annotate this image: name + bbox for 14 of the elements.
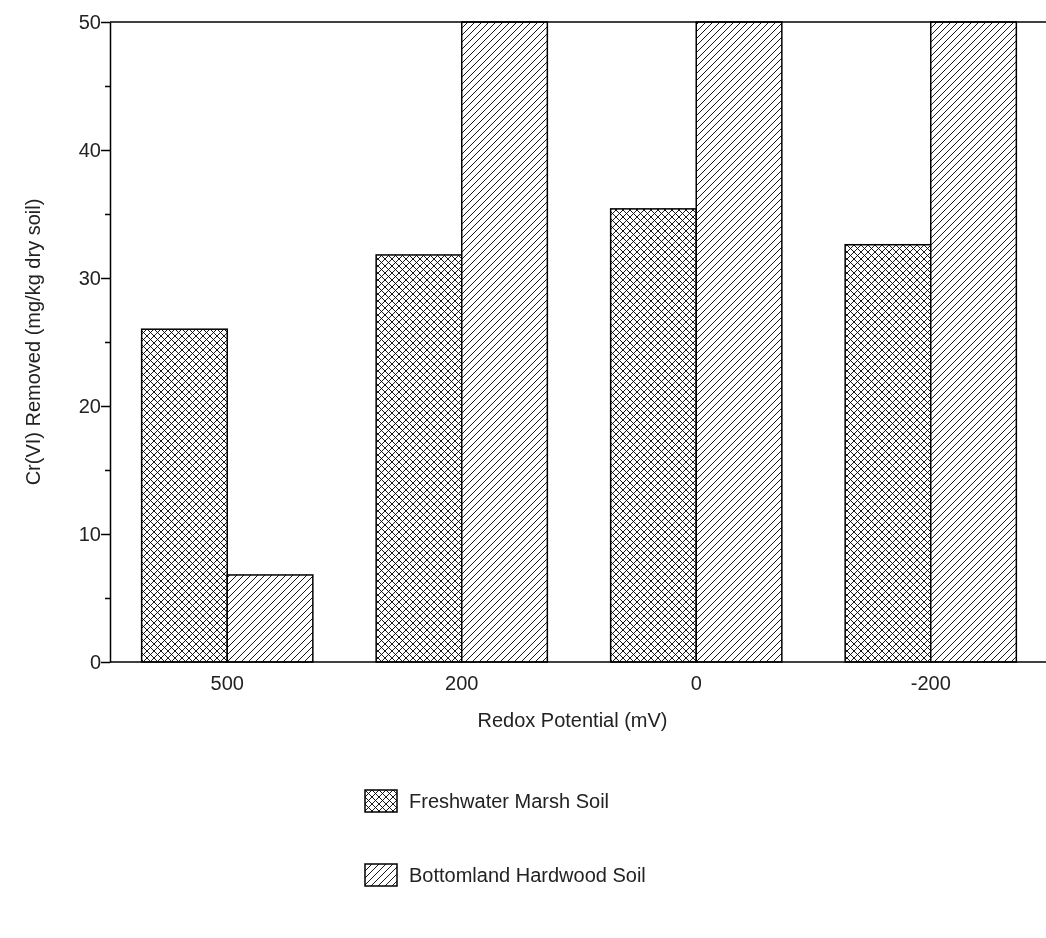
y-tick-label: 10 (78, 522, 101, 545)
y-tick-label: 20 (78, 394, 101, 417)
legend-label: Bottomland Hardwood Soil (409, 864, 646, 886)
x-axis-title: Redox Potential (mV) (477, 709, 668, 731)
y-tick-label: 0 (89, 650, 101, 673)
y-axis-title: Cr(VI) Removed (mg/kg dry soil) (22, 198, 44, 486)
x-tick-label: 500 (210, 672, 244, 695)
x-tick-label: -200 (910, 672, 951, 695)
y-tick-label: 30 (78, 266, 101, 289)
x-tick-label: 0 (690, 672, 702, 695)
y-tick-label: 50 (78, 10, 101, 33)
legend-label: Freshwater Marsh Soil (409, 790, 610, 812)
y-tick-label: 40 (78, 138, 101, 161)
x-tick-label: 200 (445, 672, 479, 695)
